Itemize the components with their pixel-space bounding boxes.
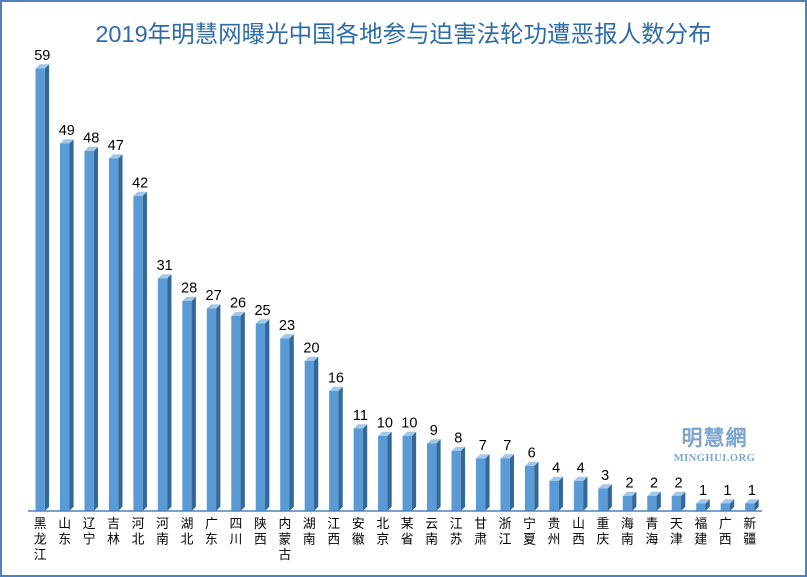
svg-text:南: 南: [156, 532, 169, 547]
svg-text:海: 海: [621, 516, 634, 531]
svg-text:北: 北: [181, 532, 194, 547]
svg-text:西: 西: [254, 532, 267, 547]
svg-text:陕: 陕: [254, 516, 267, 531]
svg-text:河: 河: [132, 516, 145, 531]
svg-text:苏: 苏: [450, 532, 463, 547]
svg-text:庆: 庆: [597, 532, 610, 547]
svg-text:47: 47: [108, 138, 124, 154]
svg-text:宁: 宁: [523, 516, 536, 531]
svg-text:西: 西: [719, 532, 732, 547]
svg-text:内: 内: [278, 516, 291, 531]
svg-text:8: 8: [454, 431, 462, 447]
svg-text:20: 20: [303, 341, 319, 357]
svg-text:新: 新: [743, 516, 756, 531]
svg-text:辽: 辽: [83, 516, 96, 531]
svg-text:河: 河: [156, 516, 169, 531]
svg-text:江: 江: [327, 516, 340, 531]
svg-text:福: 福: [694, 516, 707, 531]
svg-text:42: 42: [132, 176, 148, 192]
svg-text:重: 重: [597, 516, 610, 531]
svg-text:48: 48: [83, 131, 99, 147]
svg-text:北: 北: [132, 532, 145, 547]
svg-text:津: 津: [670, 532, 683, 547]
svg-text:古: 古: [278, 547, 291, 562]
svg-text:江: 江: [450, 516, 463, 531]
svg-text:贵: 贵: [548, 516, 561, 531]
svg-text:江: 江: [34, 547, 47, 562]
svg-text:南: 南: [303, 532, 316, 547]
svg-text:湖: 湖: [303, 516, 316, 531]
svg-text:西: 西: [327, 532, 340, 547]
svg-text:浙: 浙: [499, 516, 512, 531]
svg-text:京: 京: [376, 532, 389, 547]
svg-text:2: 2: [650, 476, 658, 492]
svg-text:广: 广: [719, 516, 732, 531]
svg-text:省: 省: [401, 532, 414, 547]
svg-text:湖: 湖: [181, 516, 194, 531]
svg-text:蒙: 蒙: [278, 532, 291, 547]
svg-text:59: 59: [34, 48, 50, 64]
svg-text:云: 云: [425, 516, 438, 531]
svg-text:徽: 徽: [352, 532, 365, 547]
svg-text:28: 28: [181, 281, 197, 297]
svg-text:10: 10: [401, 416, 417, 432]
svg-text:吉: 吉: [107, 516, 120, 531]
svg-text:25: 25: [254, 303, 270, 319]
svg-text:东: 东: [58, 532, 71, 547]
svg-text:9: 9: [430, 423, 438, 439]
svg-text:10: 10: [377, 416, 393, 432]
svg-text:北: 北: [376, 516, 389, 531]
svg-text:1: 1: [699, 483, 707, 499]
svg-text:四: 四: [230, 516, 243, 531]
svg-text:26: 26: [230, 296, 246, 312]
svg-text:川: 川: [230, 532, 243, 547]
svg-text:7: 7: [503, 438, 511, 454]
svg-text:林: 林: [107, 532, 120, 547]
svg-text:建: 建: [694, 532, 707, 547]
svg-text:4: 4: [577, 461, 585, 477]
svg-text:11: 11: [353, 408, 368, 424]
svg-text:某: 某: [401, 516, 414, 531]
svg-text:2: 2: [674, 476, 682, 492]
svg-text:黑: 黑: [34, 516, 47, 531]
svg-text:西: 西: [572, 532, 585, 547]
svg-text:广: 广: [205, 516, 218, 531]
svg-text:东: 东: [205, 532, 218, 547]
svg-text:31: 31: [157, 258, 173, 274]
svg-text:7: 7: [479, 438, 487, 454]
svg-text:青: 青: [646, 516, 659, 531]
svg-text:肃: 肃: [474, 532, 487, 547]
svg-text:江: 江: [499, 532, 512, 547]
svg-text:龙: 龙: [34, 532, 47, 547]
svg-text:疆: 疆: [743, 532, 756, 547]
svg-text:23: 23: [279, 318, 295, 334]
svg-text:南: 南: [621, 532, 634, 547]
svg-text:安: 安: [352, 516, 365, 531]
svg-text:1: 1: [748, 483, 756, 499]
svg-text:夏: 夏: [523, 532, 536, 547]
svg-text:甘: 甘: [474, 516, 487, 531]
svg-text:6: 6: [528, 446, 536, 462]
svg-text:南: 南: [425, 532, 438, 547]
svg-text:1: 1: [723, 483, 731, 499]
svg-text:宁: 宁: [83, 532, 96, 547]
svg-text:3: 3: [601, 468, 609, 484]
svg-text:山: 山: [58, 516, 71, 531]
svg-text:4: 4: [552, 461, 560, 477]
svg-text:海: 海: [646, 532, 659, 547]
svg-text:49: 49: [59, 123, 75, 139]
svg-text:山: 山: [572, 516, 585, 531]
svg-text:州: 州: [548, 532, 561, 547]
svg-text:2: 2: [626, 476, 634, 492]
svg-text:天: 天: [670, 516, 683, 531]
svg-text:16: 16: [328, 371, 344, 387]
svg-text:27: 27: [206, 288, 222, 304]
